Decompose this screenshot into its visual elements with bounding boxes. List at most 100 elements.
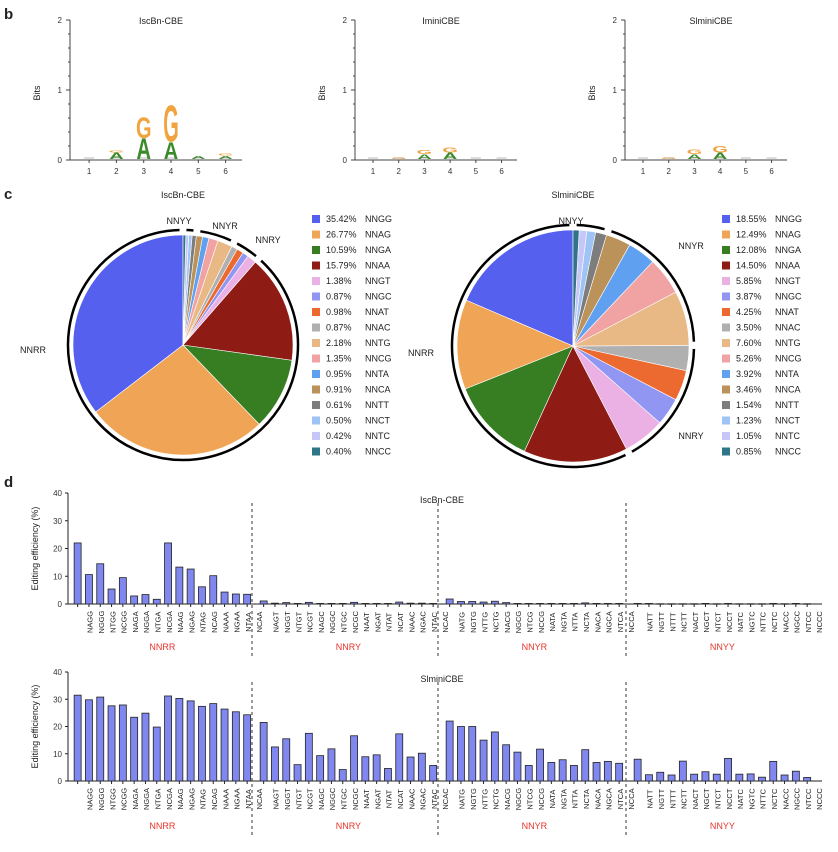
x-tick-label: NGAA [233, 788, 242, 809]
bar-NGGA [130, 716, 139, 782]
x-tick-label: NCCC [815, 611, 824, 633]
bar-NAGC [304, 732, 313, 782]
x-tick-label: 3 [692, 167, 697, 176]
group-label-NNYR: NNYR [212, 221, 238, 231]
legend-pct: 7.60% [736, 338, 762, 348]
x-tick-label: NAGA [131, 611, 140, 632]
legend-pct: 15.79% [326, 261, 357, 271]
logo-letter-G: G [661, 157, 677, 159]
bar-NATG [445, 598, 454, 605]
pie-slice-NNGA [464, 345, 574, 452]
legend-label: NNGA [365, 245, 391, 255]
logo-letter-G: G [109, 150, 125, 153]
x-tick-label: NGTG [469, 611, 478, 633]
x-tick-label: NGGA [142, 611, 151, 633]
legend-swatch [722, 246, 730, 254]
y-tick-label: 0 [58, 600, 63, 609]
bar-NAAA [209, 703, 218, 782]
bar-NGAT [361, 603, 370, 605]
legend-label: NNCC [775, 447, 801, 457]
bar-NGCT [690, 773, 699, 782]
logo-letter-A: A [164, 137, 178, 164]
bar-NTAA [231, 593, 240, 605]
x-tick-label: NCCA [627, 611, 636, 632]
logo-letter-G: G [442, 146, 458, 155]
x-tick-label: NCTG [492, 611, 501, 632]
group-label-NNRR: NNRR [408, 348, 434, 358]
bar-NTCT [701, 603, 710, 605]
bar-NTGT [282, 602, 291, 605]
x-tick-label: NATG [458, 612, 467, 632]
bar-NGGT [271, 602, 279, 605]
bar-chart-1: 0 10 20 30 40 Editing efficiency (%) SlminiCBE… [30, 668, 824, 837]
bar-NAAC [395, 601, 404, 605]
x-tick-label: NACC [781, 611, 790, 633]
bar-NATC [724, 603, 732, 605]
y-tick-label: 1 [58, 86, 63, 95]
bar-NGAC [406, 602, 415, 605]
legend-swatch [312, 215, 320, 223]
bar-NTAG [186, 568, 195, 605]
y-tick-label: 1 [613, 86, 618, 95]
x-tick-label: NTGG [108, 788, 117, 810]
x-tick-label: NGGG [97, 787, 106, 810]
bar-NCTA [570, 765, 578, 782]
y-axis-label: Bits [317, 85, 327, 101]
bar-NACC [769, 760, 778, 782]
bar-NAGA [118, 577, 127, 605]
bar-NCAC [429, 603, 438, 605]
legend-label: NNGT [775, 276, 801, 286]
logo-baseline-mark [715, 157, 726, 159]
bar-NCCG [524, 765, 533, 782]
x-tick-label: 4 [448, 167, 453, 176]
legend-pct: 1.23% [736, 416, 762, 426]
bar-NTCG [513, 751, 522, 782]
y-tick-label: 10 [53, 750, 62, 759]
x-tick-label: 2 [666, 167, 671, 176]
logo-letter-A: A [218, 155, 233, 160]
bar-NCTT [667, 774, 676, 782]
y-tick-label: 1 [343, 86, 348, 95]
x-tick-label: NGTG [469, 788, 478, 810]
legend-swatch [722, 323, 730, 332]
group-arc-NNYY [576, 223, 605, 231]
bar-NAAA [209, 575, 218, 605]
pie-title: SlminiCBE [551, 190, 594, 200]
x-tick-label: 2 [396, 167, 401, 176]
bar-NTTC [746, 773, 755, 782]
x-tick-label: NGCG [514, 611, 523, 634]
legend-label: NNTA [365, 369, 389, 379]
legend-pct: 0.40% [326, 447, 352, 457]
x-tick-label: NTCC [804, 611, 813, 632]
legend-swatch [722, 292, 730, 301]
legend-pct: 3.92% [736, 369, 762, 379]
x-tick-label: NGAG [187, 611, 196, 633]
bar-NTGC [327, 603, 336, 605]
legend-pct: 3.50% [736, 323, 762, 333]
x-tick-label: NTGA [153, 612, 162, 633]
bar-NGTT [645, 603, 653, 605]
legend-pct: 3.46% [736, 385, 762, 395]
pie-slice-NNGG [72, 234, 184, 413]
bar-NCTC [758, 776, 766, 782]
bar-NCTG [479, 739, 488, 782]
bar-NTCT [701, 771, 710, 782]
bar-NTCA [603, 603, 612, 605]
legend-pct: 4.25% [736, 307, 762, 317]
x-tick-label: NTCA [616, 789, 625, 809]
bar-NTGC [327, 748, 336, 782]
legend-label: NNTG [775, 338, 801, 348]
logo-baseline-mark [689, 157, 700, 159]
bar-NGTG [457, 601, 465, 605]
bar-NACT [678, 760, 687, 782]
legend-pct: 0.91% [326, 385, 352, 395]
bar-NCGA [152, 598, 161, 605]
legend-pct: 0.95% [326, 369, 352, 379]
group-label-NNRR: NNRR [149, 642, 175, 652]
logo-letter-G: G [163, 97, 179, 154]
y-tick-label: 20 [53, 545, 62, 554]
x-tick-label: NTTA [571, 789, 580, 808]
y-tick-label: 0 [58, 777, 63, 786]
legend-pct: 0.42% [326, 431, 352, 441]
legend-label: NNAC [775, 323, 801, 333]
